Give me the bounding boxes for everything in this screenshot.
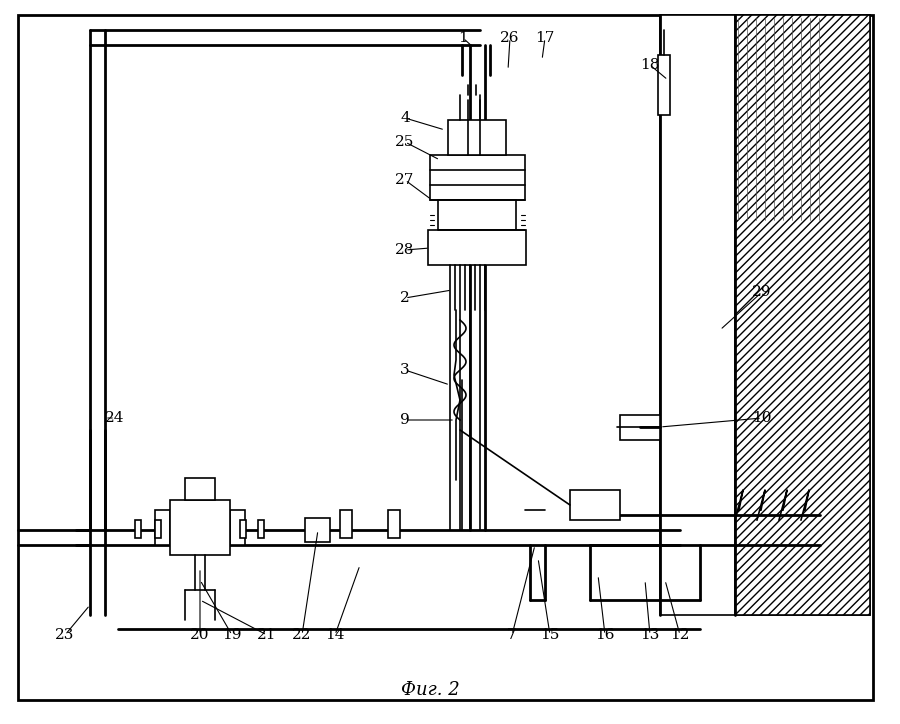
Bar — [438, 200, 516, 230]
Bar — [430, 155, 525, 200]
Text: 2: 2 — [400, 291, 410, 305]
Text: 7: 7 — [508, 628, 517, 642]
Text: 4: 4 — [400, 111, 410, 125]
Text: 22: 22 — [292, 628, 311, 642]
Bar — [155, 520, 161, 538]
Text: 17: 17 — [536, 31, 554, 45]
Text: 12: 12 — [670, 628, 689, 642]
Bar — [660, 25, 735, 615]
Text: 28: 28 — [395, 243, 415, 257]
Text: 26: 26 — [500, 31, 520, 45]
Bar — [340, 510, 352, 538]
Ellipse shape — [343, 482, 377, 537]
Bar — [428, 230, 526, 265]
Circle shape — [521, 516, 549, 544]
Text: 15: 15 — [540, 628, 560, 642]
Bar — [185, 478, 215, 500]
Text: 16: 16 — [595, 628, 615, 642]
Bar — [155, 510, 170, 545]
Text: 25: 25 — [395, 135, 415, 149]
Text: 14: 14 — [325, 628, 345, 642]
Bar — [258, 520, 264, 538]
Bar — [388, 510, 400, 538]
Text: 3: 3 — [400, 363, 410, 377]
Bar — [305, 518, 330, 542]
Text: 24: 24 — [105, 411, 125, 425]
Bar — [620, 415, 660, 440]
Text: 9: 9 — [400, 413, 410, 427]
Bar — [735, 15, 870, 615]
Text: 23: 23 — [55, 628, 75, 642]
Circle shape — [528, 523, 542, 537]
Bar — [240, 520, 246, 538]
Text: 18: 18 — [640, 58, 660, 72]
Ellipse shape — [349, 474, 371, 486]
Bar — [570, 490, 620, 520]
Text: 10: 10 — [752, 411, 772, 425]
Text: 1: 1 — [458, 31, 468, 45]
Bar — [660, 15, 870, 615]
Text: 20: 20 — [190, 628, 210, 642]
Circle shape — [582, 497, 598, 513]
Text: 27: 27 — [395, 173, 415, 187]
Text: 19: 19 — [222, 628, 242, 642]
Bar — [658, 55, 670, 115]
Circle shape — [619, 421, 631, 433]
Text: 21: 21 — [257, 628, 277, 642]
Bar — [170, 500, 230, 555]
Text: 29: 29 — [752, 285, 772, 299]
Text: 13: 13 — [640, 628, 660, 642]
Text: Фиг. 2: Фиг. 2 — [400, 681, 459, 699]
Bar — [230, 510, 245, 545]
Bar — [738, 20, 868, 220]
Bar — [135, 520, 141, 538]
Bar — [448, 120, 506, 155]
